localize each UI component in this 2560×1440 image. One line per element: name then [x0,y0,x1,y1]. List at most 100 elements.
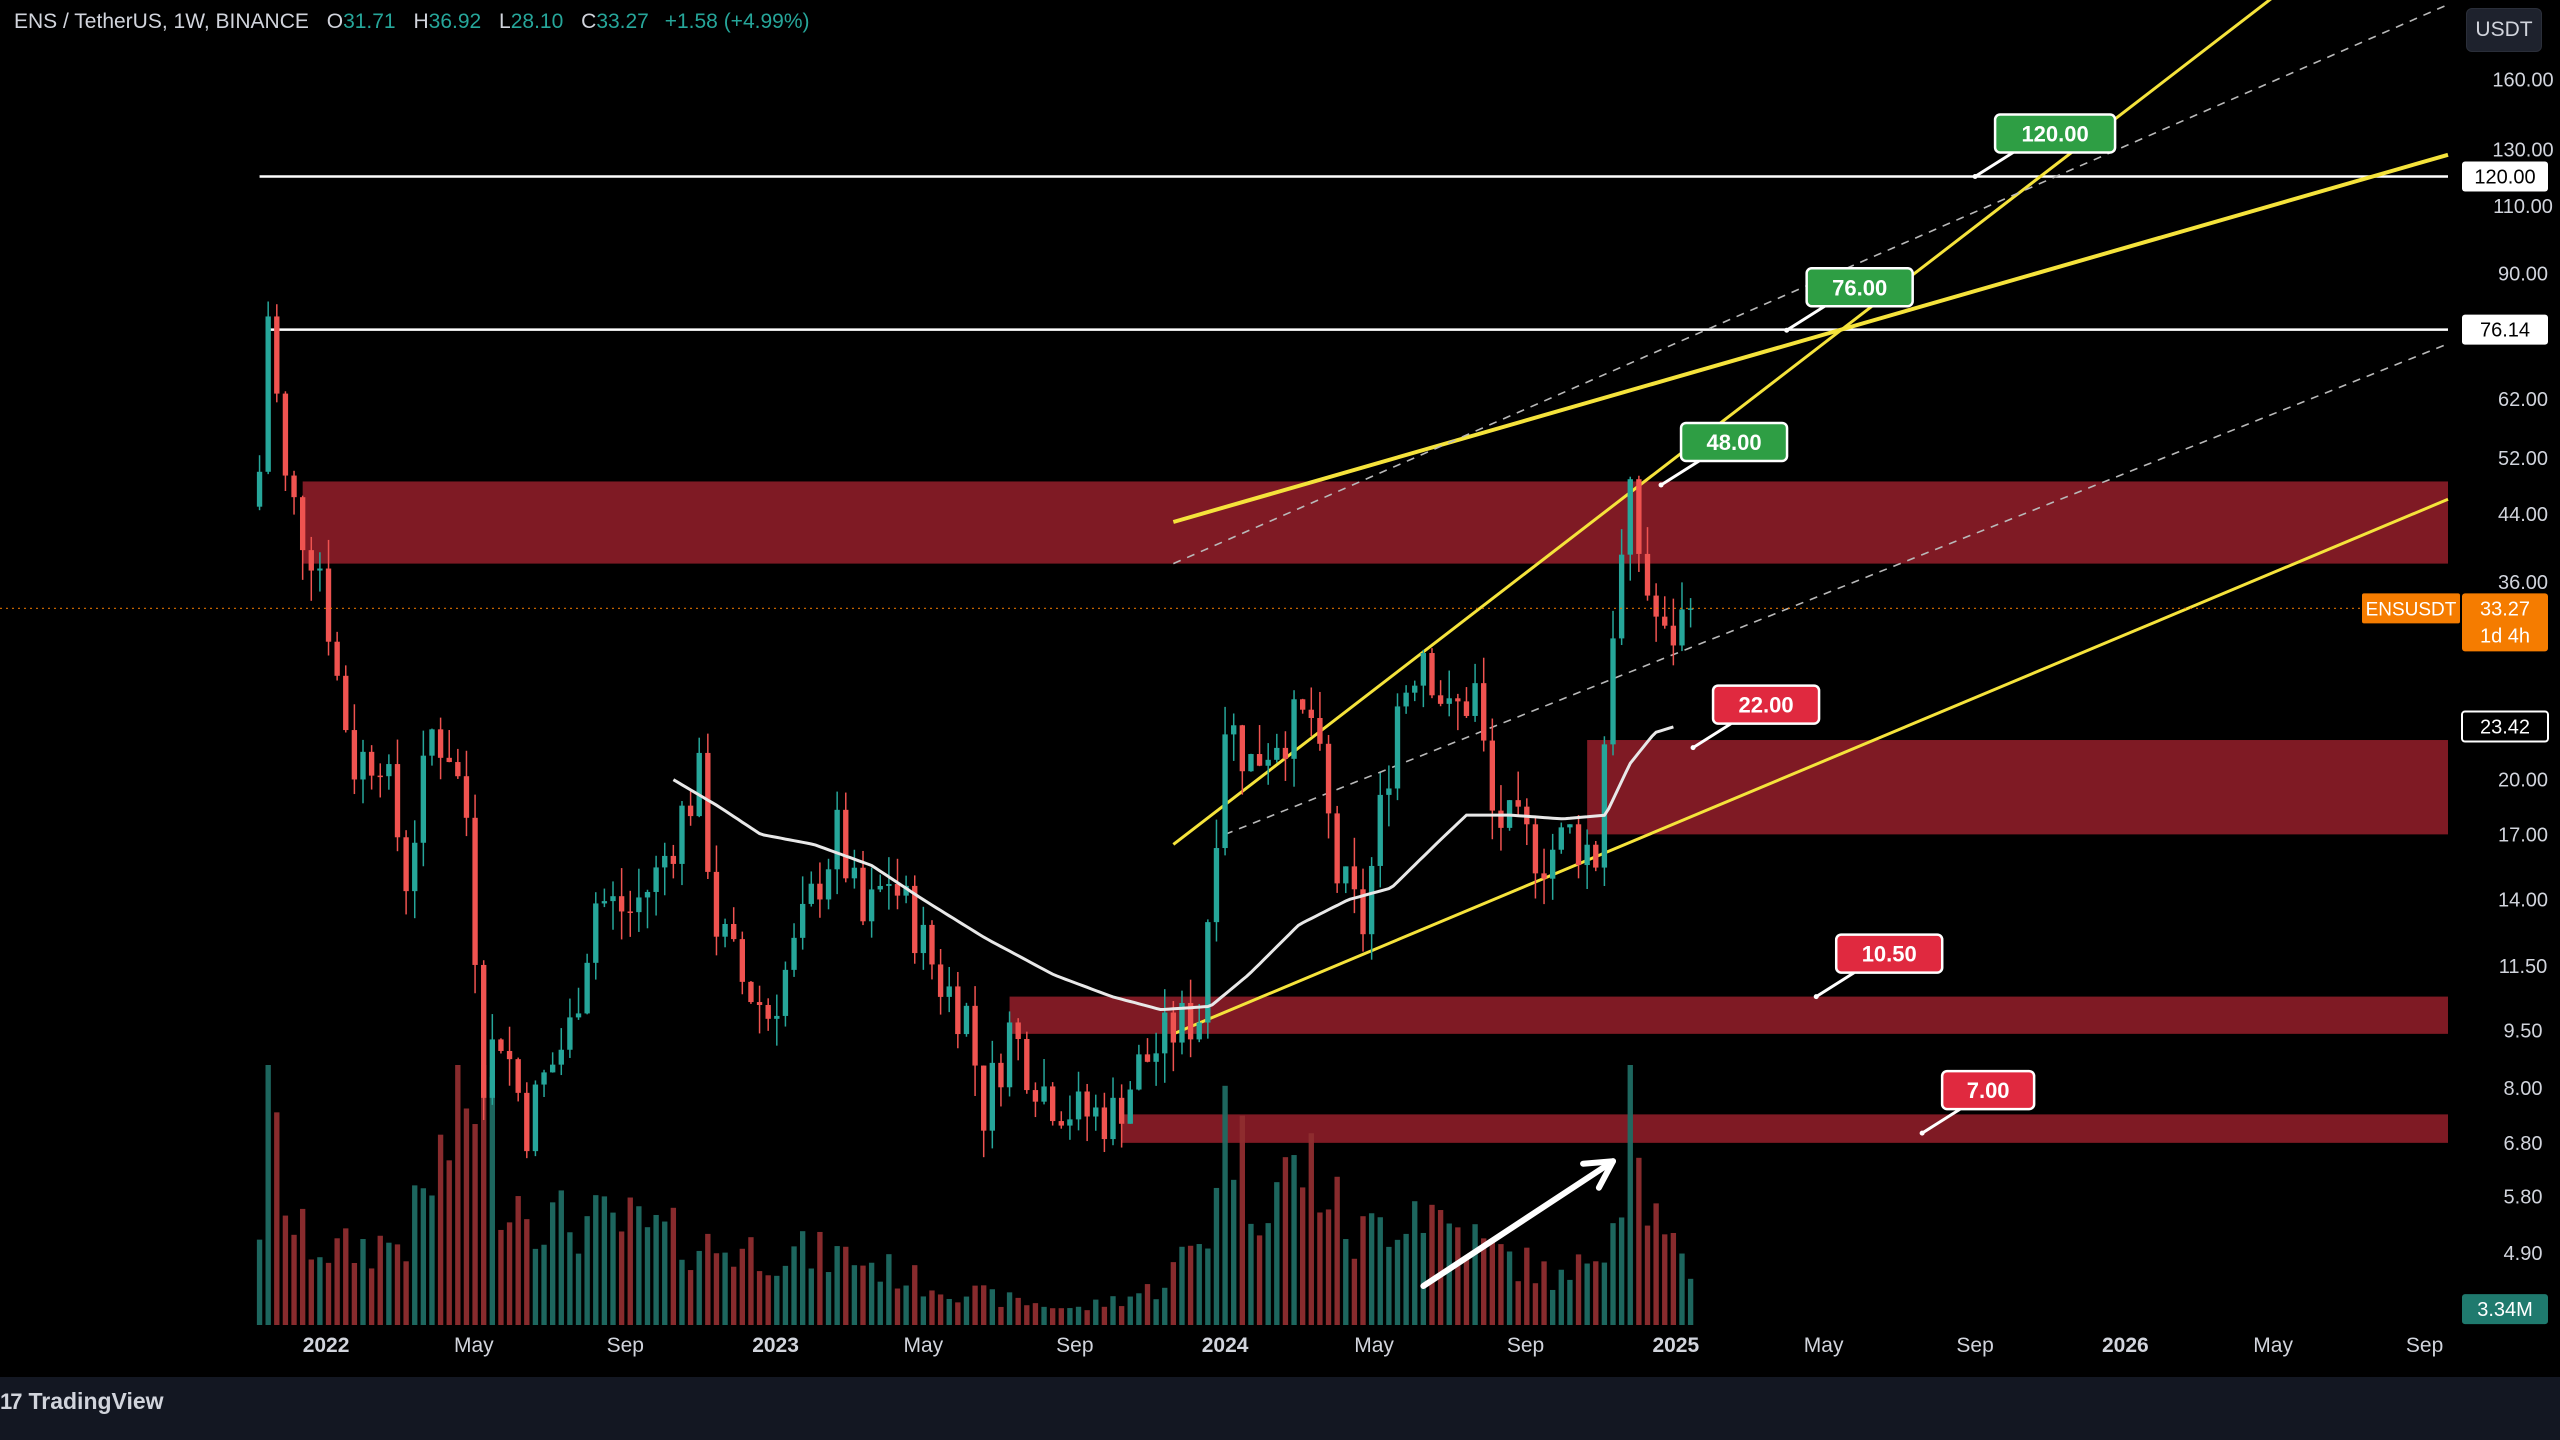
price-tag-label: 3.34M [2477,1299,2533,1321]
volume-bar [437,1134,444,1325]
candle [1386,788,1392,795]
volume-bar [662,1221,668,1325]
volume-bar [1377,1217,1383,1325]
candle [1058,1121,1064,1126]
ma-line [672,725,1674,1012]
close-value: 33.27 [596,10,649,33]
candle [1239,725,1245,772]
candle [1093,1107,1099,1117]
volume-bar [1162,1287,1168,1325]
price-tick-label: 11.50 [2499,956,2548,978]
price-tick-label: 36.00 [2498,572,2548,594]
currency-button[interactable]: USDT [2466,8,2542,52]
candle [618,896,625,912]
volume-bar [455,1065,461,1325]
candle [912,885,918,954]
volume-bar [412,1185,418,1325]
volume-bar [713,1253,720,1325]
target-anchor [1690,745,1696,751]
candle [1265,759,1271,766]
target-anchor [1919,1130,1925,1136]
volume-bar [1687,1278,1694,1325]
volume-bar [1618,1217,1625,1325]
candle [748,981,754,1003]
target-pointer [1692,722,1732,749]
candle [455,762,461,777]
volume-bar [722,1252,728,1325]
price-tag [2462,1294,2548,1325]
candle [1437,695,1444,704]
close-label: C [581,10,597,33]
target-label: 22.00 [1739,693,1794,718]
candle [308,550,314,571]
volume-bar [1351,1258,1358,1325]
volume-bar [817,1231,823,1325]
candle [1153,1053,1159,1062]
target-box [1805,267,1914,308]
candle [886,884,892,886]
volume-bar [851,1265,858,1325]
price-chart[interactable]: 120.00 76.00 48.00 22.00 10.50 7.00 160.00 130… [0,0,2560,1375]
volume-bar [291,1234,297,1325]
volume-bar [1489,1239,1495,1325]
price-tag-label: 23.42 [2480,717,2530,739]
volume-bar [920,1296,927,1325]
candle [653,867,659,892]
volume-bar [774,1275,780,1325]
target-anchor [1784,327,1790,333]
candle [1558,827,1564,850]
candle [1187,1002,1194,1040]
volume-bar [1368,1213,1375,1325]
time-axis[interactable]: 2022 May Sep 2023 May Sep 2024 May Sep 2025 May Sep… [303,1334,2444,1357]
volume-bar [843,1246,849,1325]
candle [1446,698,1452,704]
candle [394,764,401,838]
volume-bar [756,1271,763,1325]
open-value: 31.71 [343,10,396,33]
time-tick-label: Sep [1507,1334,1544,1357]
price-tick-label: 6.80 [2504,1133,2543,1155]
price-tick-label: 160.00 [2492,70,2553,92]
volume-bar [343,1228,349,1325]
volume-bar [317,1257,323,1325]
candle [1403,692,1409,707]
candle [1593,844,1599,868]
candle [1489,740,1495,811]
volume-bar [1006,1292,1013,1325]
candle [351,730,358,780]
time-tick-label: 2026 [2102,1334,2149,1357]
candle [1377,794,1383,866]
candle [731,924,737,940]
channel-line-solid-0 [1172,0,2272,846]
volume-bar [584,1216,590,1325]
time-tick-label: May [1804,1334,1844,1357]
symbol-name[interactable]: ENS / TetherUS, 1W, BINANCE [14,10,309,33]
volume-bar [1187,1245,1194,1325]
volume-bar [1593,1261,1599,1325]
volume-bar [679,1259,685,1325]
candle [317,568,323,571]
volume-bar [1644,1225,1651,1325]
candle [334,641,340,676]
candle [1041,1086,1047,1102]
volume-bar [360,1239,366,1325]
support-resistance-zones [302,481,2449,1143]
volume-bar [299,1208,306,1325]
target-box [1940,1069,2036,1111]
candle [299,497,306,551]
tradingview-logo[interactable]: 17 TradingView [0,1388,164,1415]
volume-bar [1506,1251,1513,1325]
volume-bar [1110,1296,1116,1325]
target-pointer [1974,151,2014,178]
volume-bar [1412,1201,1418,1325]
target-anchor [1972,173,1978,179]
candle [808,883,814,904]
volume-bar [1144,1284,1151,1325]
candle [1455,698,1461,702]
volume-bar [1403,1233,1409,1325]
price-tick-label: 90.00 [2498,263,2548,285]
volume-bar [558,1190,564,1325]
candle [1231,725,1237,735]
volume-bar [636,1206,642,1325]
candle [1360,889,1366,935]
